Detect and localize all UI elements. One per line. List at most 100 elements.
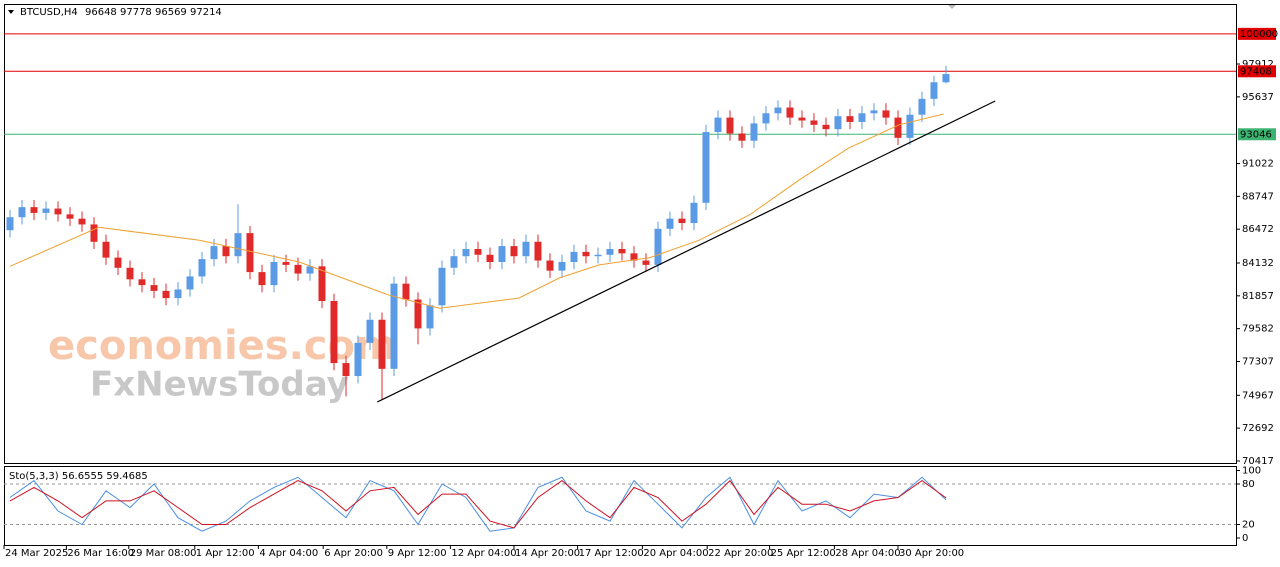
candle-body [534,241,542,261]
moving-average [9,113,944,309]
candle-body [210,246,218,260]
candle-body [714,117,722,133]
candle-body [930,82,938,99]
indicator-tick-label: 80 [1242,479,1255,490]
candle-body [258,272,266,286]
candle-body [690,202,698,224]
indicator-tick-label: 0 [1242,533,1248,544]
indicator-tick-label: 20 [1242,519,1255,530]
candle-body [306,266,314,274]
candle-body [486,254,494,262]
y-tick-label: 95637 [1242,92,1274,103]
indicator-frame [4,466,1237,546]
y-tick-label: 72692 [1242,423,1274,434]
candle-body [498,246,506,262]
last-low: 96569 [155,7,187,18]
candle-body [822,124,830,130]
x-tick-label: 6 Apr 20:00 [324,548,383,559]
candle-body [462,248,470,257]
candle-body [870,110,878,114]
watermark-fxnewstoday: FxNewsToday [90,365,349,405]
indicator-tick-label: 100 [1242,466,1261,477]
candle-body [558,261,566,271]
watermark-economies: economies.com [48,323,397,369]
candle-body [846,116,854,122]
candle-body [186,276,194,290]
symbol: BTCUSD,H4 [20,7,78,18]
y-tick-label: 81857 [1242,291,1274,302]
indicator-signal-last: 59.4685 [106,471,147,482]
x-tick-label: 4 Apr 04:00 [259,548,318,559]
trend-line [376,100,996,403]
candle-body [678,218,686,224]
y-tick-label: 74967 [1242,390,1274,401]
indicator-signal [9,479,947,529]
candle-body [66,214,74,219]
candle-body [942,74,950,83]
candle-body [582,251,590,257]
candle-body [366,319,374,343]
candle-body [750,123,758,141]
price-level-label: 100000 [1240,29,1278,40]
candle-body [54,208,62,215]
candle-body [42,208,50,213]
candle-body [570,251,578,262]
candle-body [342,363,350,377]
candle-body [630,253,638,261]
candle-body [654,228,662,265]
x-tick-label: 28 Apr 04:00 [835,548,900,559]
indicator-main-last: 56.6555 [62,471,103,482]
candle-body [798,117,806,121]
x-tick-label: 17 Apr 12:00 [579,548,644,559]
y-tick-label: 88747 [1242,191,1274,202]
candle-body [234,233,242,257]
candle-body [774,107,782,114]
x-tick-label: 1 Apr 12:00 [196,548,255,559]
last-close: 97214 [190,7,222,18]
x-tick-label: 12 Apr 04:00 [451,548,516,559]
x-tick-label: 26 Mar 16:00 [67,548,134,559]
candle-body [726,117,734,134]
price-level-box [1238,65,1276,78]
y-tick-label: 70417 [1242,456,1274,467]
candle-body [294,264,302,274]
candle-body [282,261,290,265]
y-tick-label: 79582 [1242,324,1274,335]
candle-body [918,98,926,115]
candle-body [330,300,338,364]
shift-marker [948,5,956,9]
candle-body [378,319,386,369]
price-level-box [1238,27,1276,40]
candle-body [666,218,674,229]
candle-body [18,207,26,218]
candle-body [642,260,650,265]
indicator-name: Sto(5,3,3) [9,471,59,482]
candle-body [702,132,710,203]
y-tick-label: 77307 [1242,357,1274,368]
candle-body [162,290,170,299]
candle-body [474,248,482,255]
candle-body [786,107,794,118]
candle-body [318,266,326,301]
last-high: 97778 [120,7,152,18]
candle-body [222,246,230,257]
x-tick-label: 9 Apr 12:00 [388,548,447,559]
candle-body [438,267,446,306]
main-frame [4,4,1237,464]
candle-body [414,299,422,329]
candle-body [762,113,770,124]
candle-body [270,261,278,286]
x-tick-label: 22 Apr 20:00 [708,548,773,559]
menu-arrow [8,10,14,14]
candle-body [390,283,398,369]
x-tick-label: 24 Mar 2025 [5,548,68,559]
y-tick-label: 97912 [1242,59,1274,70]
candle-body [522,241,530,257]
candle-body [882,110,890,118]
indicator-header: Sto(5,3,3) 56.6555 59.4685 [9,471,148,482]
price-level-box [1238,128,1276,141]
x-tick-label: 30 Apr 20:00 [899,548,964,559]
x-tick-label: 29 Mar 08:00 [130,548,197,559]
